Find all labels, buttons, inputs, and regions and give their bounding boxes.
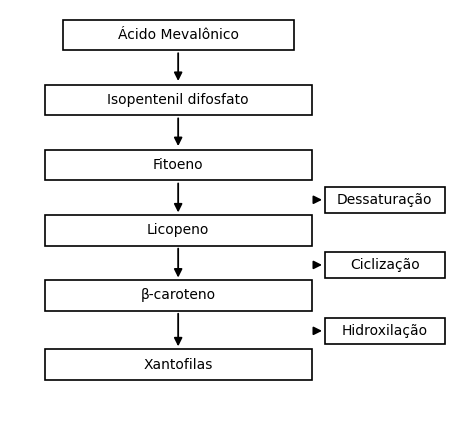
FancyBboxPatch shape: [325, 318, 445, 344]
Text: Ácido Mevalônico: Ácido Mevalônico: [118, 28, 238, 42]
Text: Xantofilas: Xantofilas: [144, 357, 213, 372]
FancyBboxPatch shape: [325, 252, 445, 278]
FancyBboxPatch shape: [325, 187, 445, 213]
Text: Fitoeno: Fitoeno: [153, 158, 203, 172]
Text: Dessaturação: Dessaturação: [337, 193, 432, 207]
Text: Licopeno: Licopeno: [147, 223, 209, 237]
FancyBboxPatch shape: [45, 215, 312, 245]
FancyBboxPatch shape: [63, 20, 294, 50]
FancyBboxPatch shape: [45, 150, 312, 181]
Text: Isopentenil difosfato: Isopentenil difosfato: [107, 93, 249, 107]
Text: β-caroteno: β-caroteno: [141, 288, 216, 302]
Text: Hidroxilação: Hidroxilação: [342, 324, 428, 338]
FancyBboxPatch shape: [45, 349, 312, 380]
FancyBboxPatch shape: [45, 280, 312, 311]
Text: Ciclização: Ciclização: [350, 258, 420, 272]
FancyBboxPatch shape: [45, 85, 312, 115]
